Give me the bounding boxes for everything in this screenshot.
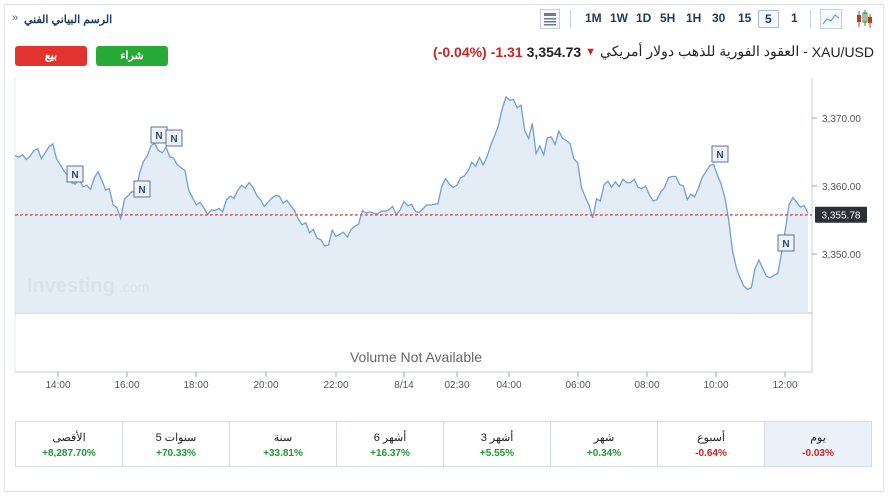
y-tick-label: 3,360.00 bbox=[822, 182, 861, 193]
performance-cell[interactable]: يوم -0.03% bbox=[765, 422, 871, 466]
news-marker bbox=[66, 165, 84, 183]
news-marker-label: N bbox=[71, 170, 78, 181]
timeframe-30[interactable]: 30 bbox=[712, 11, 726, 25]
last-price-label: 3,355.78 bbox=[822, 211, 861, 222]
news-marker-label: N bbox=[716, 150, 723, 161]
price-line bbox=[14, 95, 809, 291]
instrument-name: - العقود الفورية للذهب دولار أمريكي bbox=[600, 43, 808, 59]
down-arrow-icon: ▼ bbox=[585, 45, 597, 58]
performance-period: سنة bbox=[273, 432, 293, 444]
news-marker-label: N bbox=[170, 134, 177, 145]
x-tick-label: 20:00 bbox=[253, 380, 278, 391]
breadcrumb-chevron: » bbox=[12, 12, 19, 24]
performance-value: +5.55% bbox=[479, 448, 515, 459]
toolbar-separator bbox=[570, 10, 571, 28]
performance-period: الأقصى bbox=[52, 432, 86, 444]
x-tick-label: 14:00 bbox=[45, 380, 70, 391]
news-marker-label: N bbox=[782, 239, 789, 250]
x-tick-label: 22:00 bbox=[323, 380, 348, 391]
performance-value: +70.33% bbox=[156, 448, 196, 459]
performance-value: -0.64% bbox=[695, 448, 727, 459]
x-tick-label: 16:00 bbox=[114, 380, 139, 391]
performance-cell[interactable]: 5 سنوات +70.33% bbox=[123, 422, 230, 466]
volume-not-available: Volume Not Available bbox=[350, 349, 482, 365]
x-tick-label: 06:00 bbox=[565, 380, 590, 391]
performance-cell[interactable]: سنة +33.81% bbox=[230, 422, 337, 466]
x-tick-label: 08:00 bbox=[634, 380, 659, 391]
performance-value: +0.34% bbox=[586, 448, 622, 459]
news-marker bbox=[165, 129, 183, 147]
timeframe-5[interactable]: 5 bbox=[758, 10, 779, 28]
performance-period: 5 سنوات bbox=[155, 432, 197, 444]
instrument-price: 3,354.73 bbox=[526, 43, 582, 60]
performance-period: 3 أشهر bbox=[480, 432, 514, 444]
x-tick-label: 8/14 bbox=[394, 380, 414, 391]
performance-cell[interactable]: شهر +0.34% bbox=[551, 422, 658, 466]
performance-cell[interactable]: الأقصى +8,287.70% bbox=[16, 422, 123, 466]
timeframe-1w[interactable]: 1W bbox=[610, 11, 628, 25]
table-view-icon[interactable] bbox=[540, 9, 560, 29]
toolbar-separator bbox=[810, 10, 811, 28]
performance-value: +8,287.70% bbox=[42, 448, 96, 459]
instrument-title: XAU/USD - العقود الفورية للذهب دولار أمر… bbox=[433, 43, 874, 60]
timeframe-5h[interactable]: 5H bbox=[660, 11, 676, 25]
news-marker-label: N bbox=[155, 131, 162, 142]
price-chart[interactable]: 3,370.00 3,360.00 3,350.00 14:00 16:00 18:00 2… bbox=[0, 0, 889, 420]
toolbar: 1 5 15 30 1H 5H 1D 1W 1M » الرسم البياني الفني bbox=[0, 0, 889, 36]
instrument-change: -1.31 bbox=[490, 43, 523, 60]
y-tick-label: 3,370.00 bbox=[822, 114, 861, 125]
instrument-change-pct: (-0.04%) bbox=[433, 43, 487, 60]
timeframe-15[interactable]: 15 bbox=[738, 11, 752, 25]
timeframe-1d[interactable]: 1D bbox=[636, 11, 652, 25]
performance-value: +16.37% bbox=[370, 448, 410, 459]
performance-period: أسبوع bbox=[697, 432, 725, 444]
performance-period: شهر bbox=[593, 432, 615, 444]
buy-button[interactable]: شراء bbox=[96, 46, 168, 66]
x-tick-label: 04:00 bbox=[496, 380, 521, 391]
chart-frame bbox=[4, 4, 884, 492]
x-tick-label: 12:00 bbox=[772, 380, 797, 391]
performance-cell[interactable]: 6 أشهر +16.37% bbox=[337, 422, 444, 466]
performance-value: +33.81% bbox=[263, 448, 303, 459]
x-tick-label: 18:00 bbox=[183, 380, 208, 391]
instrument-symbol: XAU/USD bbox=[811, 43, 874, 60]
breadcrumb-technical-chart[interactable]: الرسم البياني الفني bbox=[24, 14, 113, 26]
x-tick-label: 10:00 bbox=[703, 380, 728, 391]
candlestick-icon[interactable] bbox=[855, 9, 873, 29]
performance-cell[interactable]: أسبوع -0.64% bbox=[658, 422, 765, 466]
timeframe-1h[interactable]: 1H bbox=[686, 11, 702, 25]
news-marker-label: N bbox=[138, 185, 145, 196]
last-price-tag bbox=[815, 206, 867, 223]
timeframe-1[interactable]: 1 bbox=[791, 11, 798, 25]
x-tick-label: 02:30 bbox=[444, 380, 469, 391]
performance-table: الأقصى +8,287.70% 5 سنوات +70.33% سنة +33.81%… bbox=[15, 421, 872, 467]
news-marker bbox=[133, 180, 151, 198]
news-marker bbox=[711, 145, 729, 163]
performance-value: -0.03% bbox=[802, 448, 834, 459]
y-tick-label: 3,350.00 bbox=[822, 250, 861, 261]
news-marker bbox=[777, 234, 795, 252]
area-chart-icon[interactable] bbox=[820, 9, 842, 29]
timeframe-1m[interactable]: 1M bbox=[585, 11, 602, 25]
sell-button[interactable]: بيع bbox=[15, 46, 87, 66]
performance-cell[interactable]: 3 أشهر +5.55% bbox=[444, 422, 551, 466]
performance-period: يوم bbox=[810, 432, 826, 444]
performance-period: 6 أشهر bbox=[373, 432, 407, 444]
